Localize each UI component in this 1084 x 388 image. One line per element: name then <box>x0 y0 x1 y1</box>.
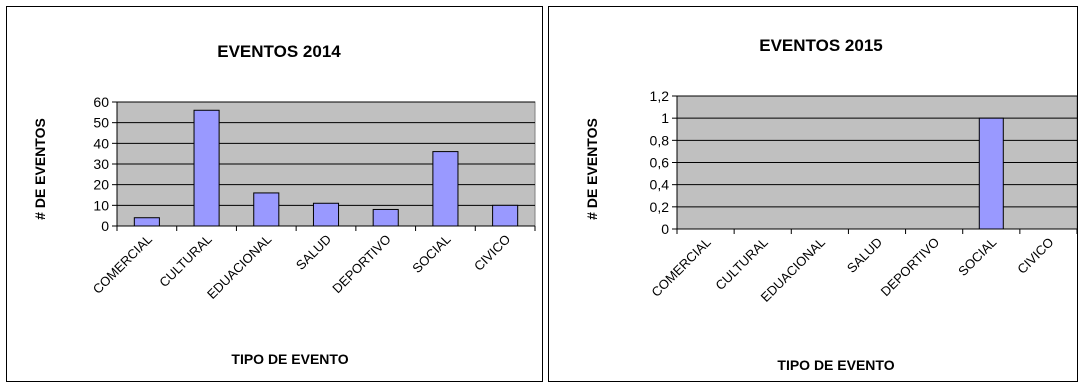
bar-deportivo <box>372 208 399 227</box>
bar-chart-2014: EVENTOS 2014 # DE EVENTOS TIPO DE EVENTO… <box>32 42 536 367</box>
x-tick-label: CIVICO <box>471 232 513 274</box>
x-tick-label: CIVICO <box>1014 235 1056 277</box>
y-tick-label: 40 <box>93 135 109 151</box>
chart-title: EVENTOS 2014 <box>217 42 341 61</box>
y-tick-label: 20 <box>93 177 109 193</box>
x-tick-label: DEPORTIVO <box>329 232 394 297</box>
y-tick-label: 10 <box>93 197 109 213</box>
x-axis-label: TIPO DE EVENTO <box>777 357 894 373</box>
y-tick-label: 0,6 <box>650 155 670 171</box>
chart-panel-2015: EVENTOS 2015 # DE EVENTOS TIPO DE EVENTO… <box>548 6 1078 382</box>
y-tick-label: 0,4 <box>650 177 670 193</box>
bar-social <box>978 117 1004 230</box>
chart-title: EVENTOS 2015 <box>759 36 882 55</box>
x-tick-label: SOCIAL <box>409 232 453 276</box>
bar-chart-2015: EVENTOS 2015 # DE EVENTOS TIPO DE EVENTO… <box>584 36 1077 373</box>
y-tick-label: 0,8 <box>650 132 670 148</box>
x-axis-label: TIPO DE EVENTO <box>231 351 348 367</box>
y-tick-label: 1,2 <box>650 88 670 104</box>
x-tick-label: SALUD <box>293 232 334 273</box>
x-tick-label: COMERCIAL <box>648 235 713 300</box>
x-tick-label: CULTURAL <box>156 232 214 290</box>
y-tick-label: 0,2 <box>650 199 670 215</box>
bar-civico <box>492 204 519 227</box>
x-tick-label: CULTURAL <box>712 235 770 293</box>
bar-cultural <box>193 109 220 227</box>
x-tick-label: COMERCIAL <box>90 232 155 297</box>
bar-eduacional <box>253 192 280 227</box>
y-axis-label: # DE EVENTOS <box>32 118 48 220</box>
chart-panel-2014: EVENTOS 2014 # DE EVENTOS TIPO DE EVENTO… <box>6 6 543 382</box>
bar-salud <box>312 202 340 227</box>
y-tick-label: 50 <box>93 115 109 131</box>
x-tick-label: SOCIAL <box>955 235 999 279</box>
y-tick-label: 0 <box>661 221 669 237</box>
y-tick-label: 0 <box>101 218 109 234</box>
bar-comercial <box>133 217 160 227</box>
y-tick-label: 1 <box>661 110 669 126</box>
bar-social <box>432 151 459 227</box>
x-tick-label: DEPORTIVO <box>878 235 943 300</box>
y-tick-label: 30 <box>93 156 109 172</box>
y-tick-label: 60 <box>93 94 109 110</box>
plot-area: 00,20,40,60,811,2COMERCIALCULTURALEDUACI… <box>648 88 1077 305</box>
x-tick-label: SALUD <box>844 235 885 276</box>
y-axis-label: # DE EVENTOS <box>584 118 600 220</box>
